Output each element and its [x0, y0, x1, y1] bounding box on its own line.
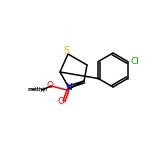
Text: S: S	[63, 46, 69, 56]
Text: methyl: methyl	[27, 88, 45, 93]
Text: methyl: methyl	[28, 88, 48, 93]
Text: N: N	[66, 83, 72, 92]
Text: Cl: Cl	[130, 57, 139, 66]
Text: O: O	[57, 97, 64, 107]
Text: O: O	[47, 81, 54, 90]
